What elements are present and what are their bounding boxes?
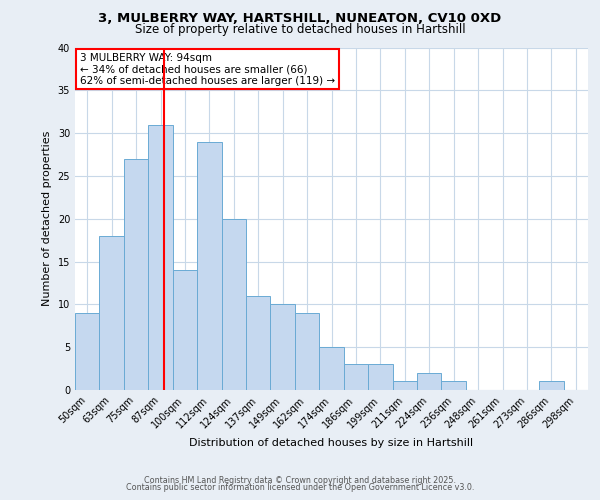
Bar	[319, 347, 344, 390]
Bar	[197, 142, 221, 390]
Bar	[295, 313, 319, 390]
Text: Size of property relative to detached houses in Hartshill: Size of property relative to detached ho…	[134, 22, 466, 36]
Bar	[173, 270, 197, 390]
Bar	[148, 124, 173, 390]
Bar	[75, 313, 100, 390]
Text: 3 MULBERRY WAY: 94sqm
← 34% of detached houses are smaller (66)
62% of semi-deta: 3 MULBERRY WAY: 94sqm ← 34% of detached …	[80, 52, 335, 86]
Bar	[442, 382, 466, 390]
Bar	[221, 219, 246, 390]
Text: 3, MULBERRY WAY, HARTSHILL, NUNEATON, CV10 0XD: 3, MULBERRY WAY, HARTSHILL, NUNEATON, CV…	[98, 12, 502, 26]
Bar	[417, 373, 442, 390]
Bar	[344, 364, 368, 390]
Bar	[392, 382, 417, 390]
Bar	[100, 236, 124, 390]
Bar	[539, 382, 563, 390]
Y-axis label: Number of detached properties: Number of detached properties	[42, 131, 52, 306]
Bar	[246, 296, 271, 390]
Bar	[271, 304, 295, 390]
Text: Contains HM Land Registry data © Crown copyright and database right 2025.: Contains HM Land Registry data © Crown c…	[144, 476, 456, 485]
Text: Contains public sector information licensed under the Open Government Licence v3: Contains public sector information licen…	[126, 484, 474, 492]
Bar	[124, 159, 148, 390]
Bar	[368, 364, 392, 390]
X-axis label: Distribution of detached houses by size in Hartshill: Distribution of detached houses by size …	[190, 438, 473, 448]
